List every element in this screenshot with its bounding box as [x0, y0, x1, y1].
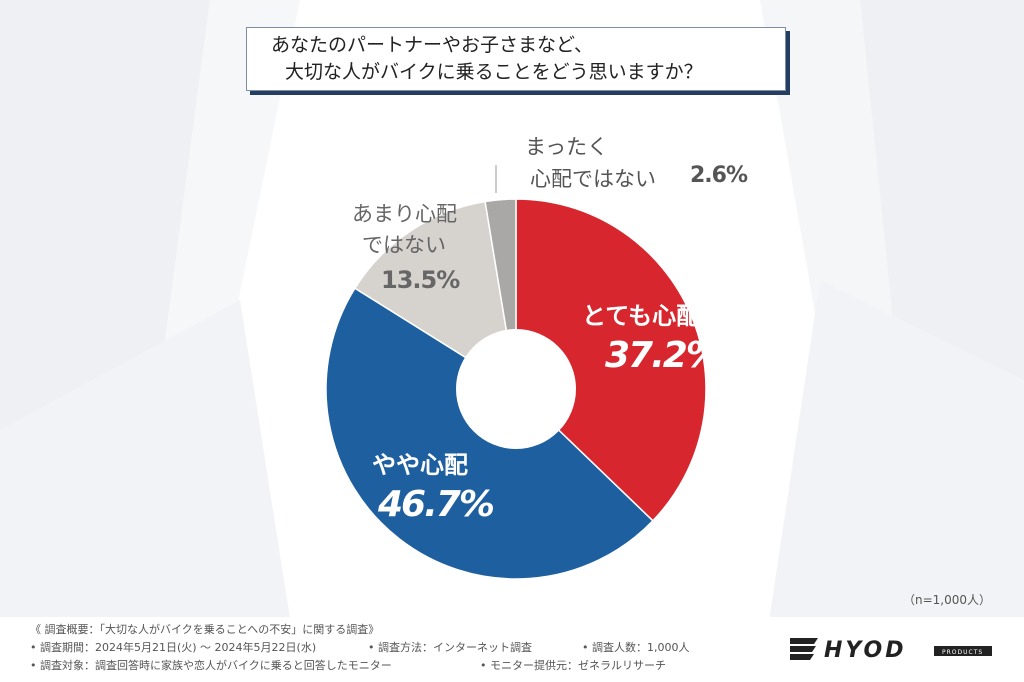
footer-period: • 調査期間：2024年5月21日(火) 〜 2024年5月22日(水) [30, 641, 317, 654]
label-not-very-worried-name-1: あまり心配 [352, 202, 457, 226]
survey-footer: 《 調査概要：「大切な人がバイクを乗ることへの不安」に関する調査》 • 調査期間… [0, 617, 1024, 682]
footer-count: • 調査人数：1,000人 [582, 641, 690, 654]
label-not-at-all-name-2: 心配ではない [530, 167, 656, 191]
label-very-worried-name: とても心配 [582, 302, 701, 330]
label-somewhat-worried-value: 46.7% [378, 484, 495, 525]
footer-overview: 《 調査概要：「大切な人がバイクを乗ることへの不安」に関する調査》 [30, 623, 380, 636]
slice-very-worried [515, 198, 707, 522]
footer-method: • 調査方法：インターネット調査 [368, 641, 532, 654]
logo-brand-text: HYOD [824, 638, 907, 663]
hyod-logo: HYOD PRODUCTS [790, 638, 992, 663]
footer-target: • 調査対象：調査回答時に家族や恋人がバイクに乗ると回答したモニター [30, 659, 392, 672]
question-title-line-1: あなたのパートナーやお子さまなど、 [271, 34, 594, 56]
label-somewhat-worried-name: やや心配 [372, 451, 468, 479]
question-title-box: あなたのパートナーやお子さまなど、 大切な人がバイクに乗ることをどう思いますか？ [246, 27, 786, 91]
label-not-at-all-value: 2.6% [690, 163, 748, 188]
footer-provider: • モニター提供元：ゼネラルリサーチ [480, 659, 666, 672]
label-very-worried-value: 37.2% [605, 335, 722, 376]
logo-sub-text: PRODUCTS [942, 649, 983, 656]
label-not-very-worried-value: 13.5% [381, 266, 460, 294]
sample-size-note: （n=1,000人） [902, 593, 991, 607]
donut-hole [456, 329, 576, 449]
label-not-very-worried-name-2: ではない [362, 233, 446, 257]
label-not-at-all-name-1: まったく [525, 135, 609, 159]
hyod-emblem-icon [790, 638, 818, 660]
question-title-line-2: 大切な人がバイクに乗ることをどう思いますか？ [285, 61, 703, 83]
slice-not-very-worried [353, 200, 518, 391]
